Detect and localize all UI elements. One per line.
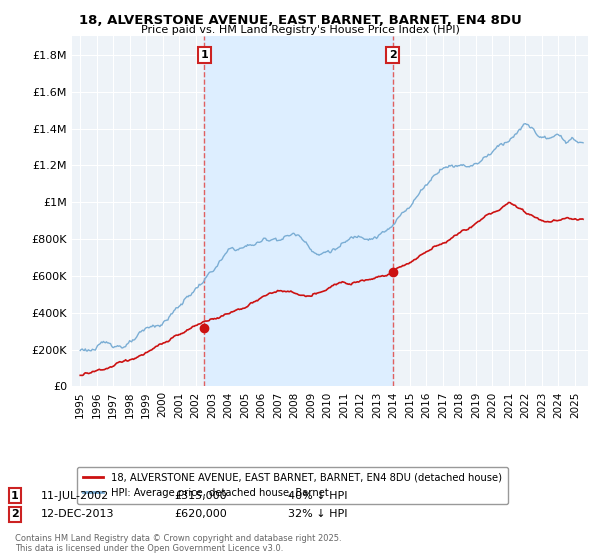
Legend: 18, ALVERSTONE AVENUE, EAST BARNET, BARNET, EN4 8DU (detached house), HPI: Avera: 18, ALVERSTONE AVENUE, EAST BARNET, BARN… <box>77 466 508 503</box>
Text: £315,000: £315,000 <box>174 491 227 501</box>
Text: 40% ↓ HPI: 40% ↓ HPI <box>288 491 347 501</box>
Text: Contains HM Land Registry data © Crown copyright and database right 2025.
This d: Contains HM Land Registry data © Crown c… <box>15 534 341 553</box>
Text: 32% ↓ HPI: 32% ↓ HPI <box>288 509 347 519</box>
Text: 12-DEC-2013: 12-DEC-2013 <box>41 509 115 519</box>
Text: 2: 2 <box>389 50 397 60</box>
Text: 18, ALVERSTONE AVENUE, EAST BARNET, BARNET, EN4 8DU: 18, ALVERSTONE AVENUE, EAST BARNET, BARN… <box>79 14 521 27</box>
Text: 1: 1 <box>200 50 208 60</box>
Text: 2: 2 <box>11 509 19 519</box>
Bar <box>205 36 392 386</box>
Text: 1: 1 <box>11 491 19 501</box>
Text: Price paid vs. HM Land Registry's House Price Index (HPI): Price paid vs. HM Land Registry's House … <box>140 25 460 35</box>
Text: £620,000: £620,000 <box>174 509 227 519</box>
Text: 11-JUL-2002: 11-JUL-2002 <box>41 491 109 501</box>
